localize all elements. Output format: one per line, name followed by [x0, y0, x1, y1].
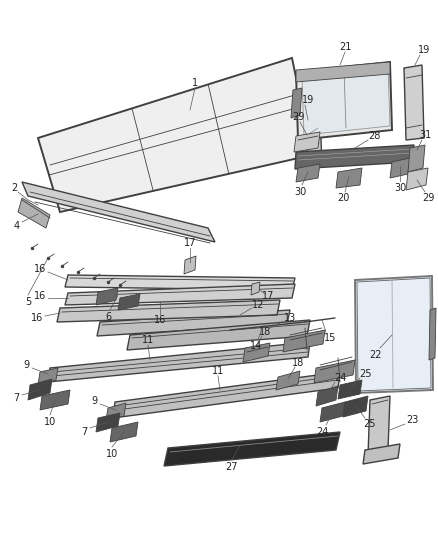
Polygon shape: [48, 342, 310, 382]
Polygon shape: [429, 308, 436, 360]
Polygon shape: [127, 320, 310, 350]
Polygon shape: [96, 413, 120, 432]
Polygon shape: [243, 343, 270, 362]
Text: 30: 30: [394, 183, 406, 193]
Polygon shape: [118, 294, 140, 310]
Text: 29: 29: [292, 112, 304, 122]
Polygon shape: [302, 68, 390, 135]
Text: 13: 13: [284, 313, 296, 323]
Polygon shape: [57, 300, 280, 322]
Polygon shape: [294, 132, 320, 152]
Polygon shape: [296, 62, 390, 82]
Text: 25: 25: [364, 419, 376, 429]
Text: 6: 6: [105, 312, 111, 322]
Polygon shape: [320, 402, 345, 422]
Text: 31: 31: [419, 130, 431, 140]
Polygon shape: [295, 145, 414, 169]
Polygon shape: [106, 403, 126, 420]
Polygon shape: [276, 371, 300, 390]
Polygon shape: [164, 432, 340, 466]
Polygon shape: [408, 145, 425, 172]
Polygon shape: [336, 168, 362, 188]
Text: 25: 25: [359, 369, 371, 379]
Polygon shape: [97, 310, 290, 336]
Text: 10: 10: [106, 449, 118, 459]
Polygon shape: [363, 444, 400, 464]
Text: 17: 17: [262, 291, 274, 301]
Polygon shape: [406, 168, 428, 190]
Text: 9: 9: [23, 360, 29, 370]
Text: 12: 12: [252, 300, 264, 310]
Text: 15: 15: [324, 333, 336, 343]
Text: 16: 16: [34, 264, 46, 274]
Text: 18: 18: [292, 358, 304, 368]
Polygon shape: [314, 360, 355, 383]
Polygon shape: [96, 288, 118, 305]
Text: 16: 16: [34, 291, 46, 301]
Polygon shape: [110, 422, 138, 442]
Text: 16: 16: [31, 313, 43, 323]
Text: 9: 9: [91, 396, 97, 406]
Text: 20: 20: [337, 193, 349, 203]
Text: 19: 19: [418, 45, 430, 55]
Polygon shape: [338, 380, 362, 399]
Polygon shape: [316, 386, 338, 406]
Polygon shape: [38, 368, 58, 385]
Text: 7: 7: [13, 393, 19, 403]
Text: 11: 11: [142, 335, 154, 345]
Text: 7: 7: [81, 427, 87, 437]
Text: 30: 30: [294, 187, 306, 197]
Polygon shape: [404, 65, 424, 140]
Polygon shape: [65, 284, 295, 305]
Text: 1: 1: [192, 78, 198, 88]
Text: 5: 5: [25, 297, 31, 307]
Text: 17: 17: [184, 238, 196, 248]
Polygon shape: [355, 276, 433, 393]
Polygon shape: [296, 62, 392, 140]
Text: 29: 29: [422, 193, 434, 203]
Polygon shape: [184, 256, 196, 274]
Text: 27: 27: [226, 462, 238, 472]
Text: 19: 19: [302, 95, 314, 105]
Text: 4: 4: [14, 221, 20, 231]
Polygon shape: [22, 182, 215, 242]
Text: 18: 18: [259, 327, 271, 337]
Polygon shape: [113, 372, 340, 418]
Polygon shape: [251, 282, 260, 295]
Polygon shape: [28, 379, 52, 400]
Text: 11: 11: [212, 366, 224, 376]
Text: 24: 24: [334, 373, 346, 383]
Polygon shape: [40, 390, 70, 410]
Polygon shape: [390, 158, 410, 178]
Text: 16: 16: [154, 315, 166, 325]
Text: 24: 24: [316, 427, 328, 437]
Text: 23: 23: [406, 415, 418, 425]
Polygon shape: [283, 330, 325, 352]
Polygon shape: [296, 164, 320, 182]
Polygon shape: [368, 396, 390, 455]
Text: 14: 14: [250, 341, 262, 351]
Text: 2: 2: [11, 183, 17, 193]
Polygon shape: [65, 275, 295, 290]
Polygon shape: [298, 112, 322, 180]
Text: 21: 21: [339, 42, 351, 52]
Polygon shape: [18, 198, 50, 228]
Text: 10: 10: [44, 417, 56, 427]
Text: 22: 22: [370, 350, 382, 360]
Polygon shape: [343, 396, 368, 417]
Polygon shape: [38, 58, 312, 212]
Polygon shape: [291, 88, 302, 118]
Text: 28: 28: [368, 131, 380, 141]
